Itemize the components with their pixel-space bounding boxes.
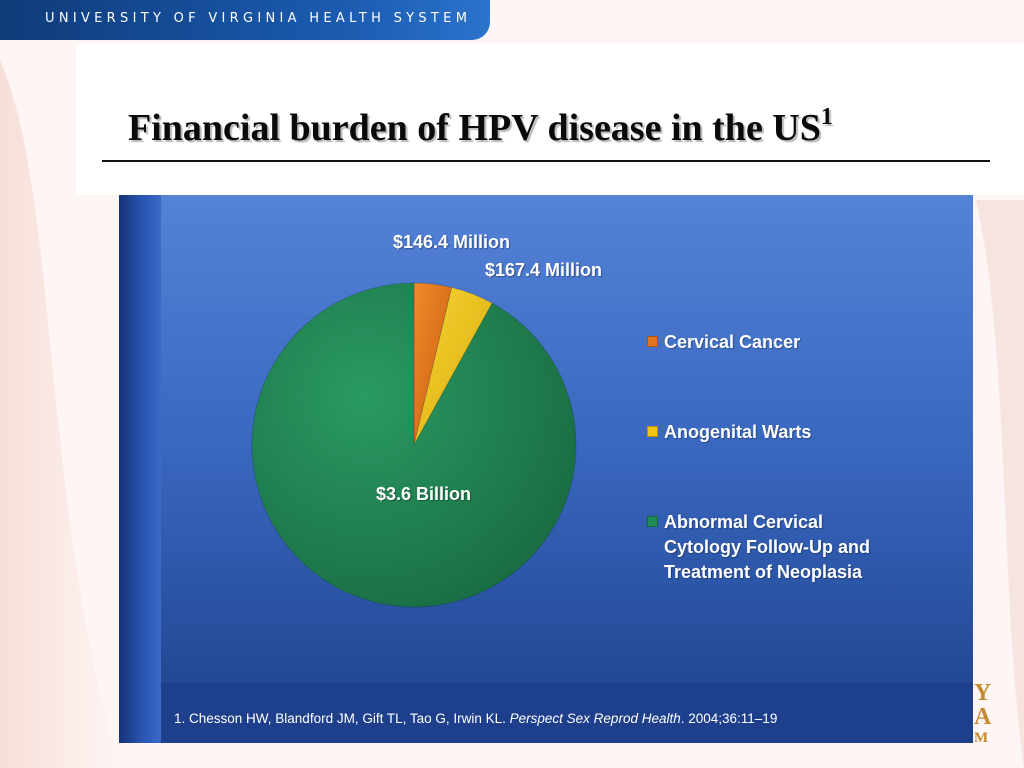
uva-logo-fragment-2: A [974, 704, 991, 731]
org-name: UNIVERSITY OF VIRGINIA HEALTH SYSTEM [45, 11, 472, 26]
data-label-anogenital-warts: $167.4 Million [485, 260, 603, 280]
uva-logo-fragment-3: M [974, 730, 988, 747]
logo-letter-2: A [974, 704, 992, 730]
chart-footer [161, 683, 973, 743]
pie-slice-cervical-cancer [413, 282, 453, 446]
uva-logo-fragment: Y [974, 680, 991, 707]
logo-letter-3: M [974, 730, 989, 746]
slide-title-text: Financial burden of HPV disease in the U… [128, 107, 821, 149]
legend-label-abnormal-cytology: Abnormal Cervical Cytology Follow-Up and… [664, 512, 870, 582]
legend-label-anogenital-warts: Anogenital Warts [664, 422, 812, 442]
title-panel [76, 43, 1024, 195]
slide-title: Financial burden of HPV disease in the U… [128, 104, 833, 150]
legend-swatch-anogenital-warts [647, 426, 658, 437]
chart-panel: $146.4 Million $167.4 Million $3.6 Billi… [119, 195, 973, 743]
data-label-abnormal-cytology: $3.6 Billion [376, 484, 472, 504]
pie-chart [251, 282, 577, 608]
legend-item-anogenital-warts: Anogenital Warts [647, 420, 914, 445]
title-divider [102, 160, 990, 162]
legend-item-abnormal-cytology: Abnormal Cervical Cytology Follow-Up and… [647, 510, 904, 585]
legend-item-cervical-cancer: Cervical Cancer [647, 330, 914, 355]
logo-letter-1: Y [974, 680, 992, 706]
chart-sidebar-strip [119, 195, 161, 743]
data-label-cervical-cancer: $146.4 Million [393, 232, 511, 252]
legend-swatch-abnormal-cytology [647, 516, 658, 527]
title-footnote-marker: 1 [820, 104, 833, 131]
legend-label-cervical-cancer: Cervical Cancer [664, 332, 801, 352]
header-band: UNIVERSITY OF VIRGINIA HEALTH SYSTEM [0, 0, 490, 40]
pie-slice-anogenital-warts [413, 286, 493, 446]
citation: 1. Chesson HW, Blandford JM, Gift TL, Ta… [174, 711, 777, 726]
citation-details: . 2004;36:11–19 [680, 711, 778, 726]
legend-swatch-cervical-cancer [647, 336, 658, 347]
citation-authors: 1. Chesson HW, Blandford JM, Gift TL, Ta… [174, 711, 510, 726]
pie-slice-abnormal-cytology [251, 282, 577, 608]
citation-journal: Perspect Sex Reprod Health [509, 711, 681, 726]
